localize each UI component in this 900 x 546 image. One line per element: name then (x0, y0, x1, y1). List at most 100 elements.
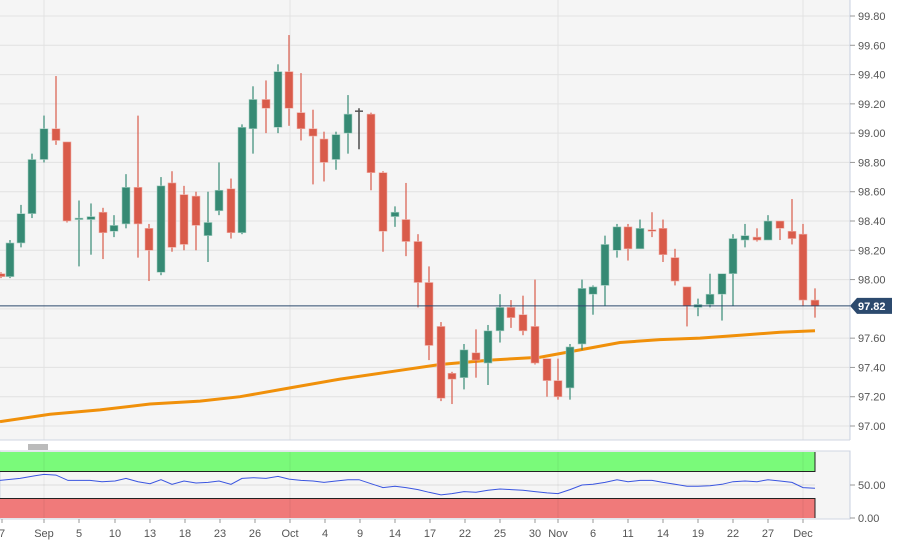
candle (355, 108, 363, 150)
candle (459, 344, 469, 390)
candle (647, 212, 657, 238)
price-tick: 98.60 (858, 187, 886, 199)
time-tick: 7 (0, 528, 5, 540)
time-axis-labels: 7 Sep 5 10 13 18 23 26 Oct 4 9 14 17 22 25 30 Nov 6 11 14 19… (0, 519, 813, 540)
candle (144, 223, 154, 282)
price-tick: 97.20 (858, 392, 886, 404)
candle (565, 344, 575, 400)
price-tick: 99.40 (858, 70, 886, 82)
price-tick: 99.80 (858, 11, 886, 23)
candle (27, 153, 37, 219)
time-tick: 22 (459, 528, 471, 540)
indicator-tick-0: 0.00 (858, 513, 879, 525)
candle (717, 273, 727, 321)
candle (284, 35, 294, 126)
indicator-tick-50: 50.00 (858, 480, 886, 492)
time-tick: 10 (109, 528, 121, 540)
candle (506, 300, 516, 328)
candle (156, 177, 166, 276)
candle (775, 220, 785, 241)
time-tick: 5 (76, 528, 82, 540)
candle (62, 141, 72, 223)
time-tick: 26 (249, 528, 261, 540)
candle (635, 219, 645, 250)
time-tick: 18 (179, 528, 191, 540)
candle (237, 124, 247, 235)
candle (447, 371, 457, 405)
price-tick: 97.40 (858, 362, 886, 374)
time-tick: 30 (529, 528, 541, 540)
candle (366, 112, 376, 191)
candle (273, 64, 283, 134)
candle (530, 279, 540, 365)
candle (483, 324, 493, 386)
candle (436, 322, 446, 402)
candle (424, 266, 434, 361)
splitter-grip-icon[interactable] (28, 444, 48, 450)
candle (752, 228, 762, 242)
candle (553, 358, 563, 400)
candle (39, 115, 49, 163)
candle (670, 248, 680, 286)
price-tick: 98.20 (858, 245, 886, 257)
candle (261, 80, 271, 134)
indicator-time-grid (43, 452, 804, 518)
time-tick: Oct (281, 528, 298, 540)
candle (787, 199, 797, 245)
candle (518, 295, 528, 336)
candle (98, 207, 108, 260)
candle (203, 191, 213, 263)
candle (121, 174, 131, 229)
candle (495, 294, 505, 343)
time-tick: 14 (657, 528, 669, 540)
candle (214, 162, 224, 216)
candle (471, 329, 481, 378)
time-tick: 27 (762, 528, 774, 540)
time-tick: 6 (590, 528, 596, 540)
price-axis-labels: 99.80 99.60 99.40 99.20 99.00 98.80 98.60 98.40… (850, 11, 886, 433)
time-tick: 4 (322, 528, 328, 540)
time-tick: 23 (214, 528, 226, 540)
time-tick: 19 (692, 528, 704, 540)
time-tick: 9 (357, 528, 363, 540)
candle (133, 115, 143, 258)
pane-splitter[interactable] (0, 441, 850, 451)
candle (319, 131, 329, 182)
time-tick: Sep (34, 528, 54, 540)
candle (740, 223, 750, 248)
candle (728, 234, 738, 306)
candle (296, 73, 306, 141)
candle (763, 215, 773, 241)
candle (588, 285, 598, 315)
candle (413, 234, 423, 308)
price-tick: 99.60 (858, 40, 886, 52)
candle (74, 200, 84, 267)
price-tick: 97.00 (858, 421, 886, 433)
current-price-value: 97.82 (858, 301, 886, 313)
candle (308, 109, 318, 185)
candle (226, 178, 236, 239)
time-tick: 14 (389, 528, 401, 540)
candle (0, 272, 6, 279)
candle (191, 191, 201, 251)
time-tick: 22 (727, 528, 739, 540)
overbought-zone (0, 452, 815, 472)
candlestick-series (0, 35, 820, 405)
candle (109, 215, 119, 238)
time-tick: 25 (494, 528, 506, 540)
price-tick: 99.00 (858, 128, 886, 140)
time-tick: 11 (622, 528, 633, 540)
candle (343, 95, 353, 154)
time-tick: 17 (424, 528, 436, 540)
candle (51, 76, 61, 145)
candle (542, 358, 552, 397)
time-tick: Dec (793, 528, 813, 540)
candle (658, 219, 668, 263)
candle (705, 273, 715, 308)
candle (390, 206, 400, 227)
candle (577, 279, 587, 350)
candle (5, 240, 15, 279)
candle (331, 131, 341, 170)
indicator-axis-labels: 50.00 0.00 (850, 480, 886, 525)
